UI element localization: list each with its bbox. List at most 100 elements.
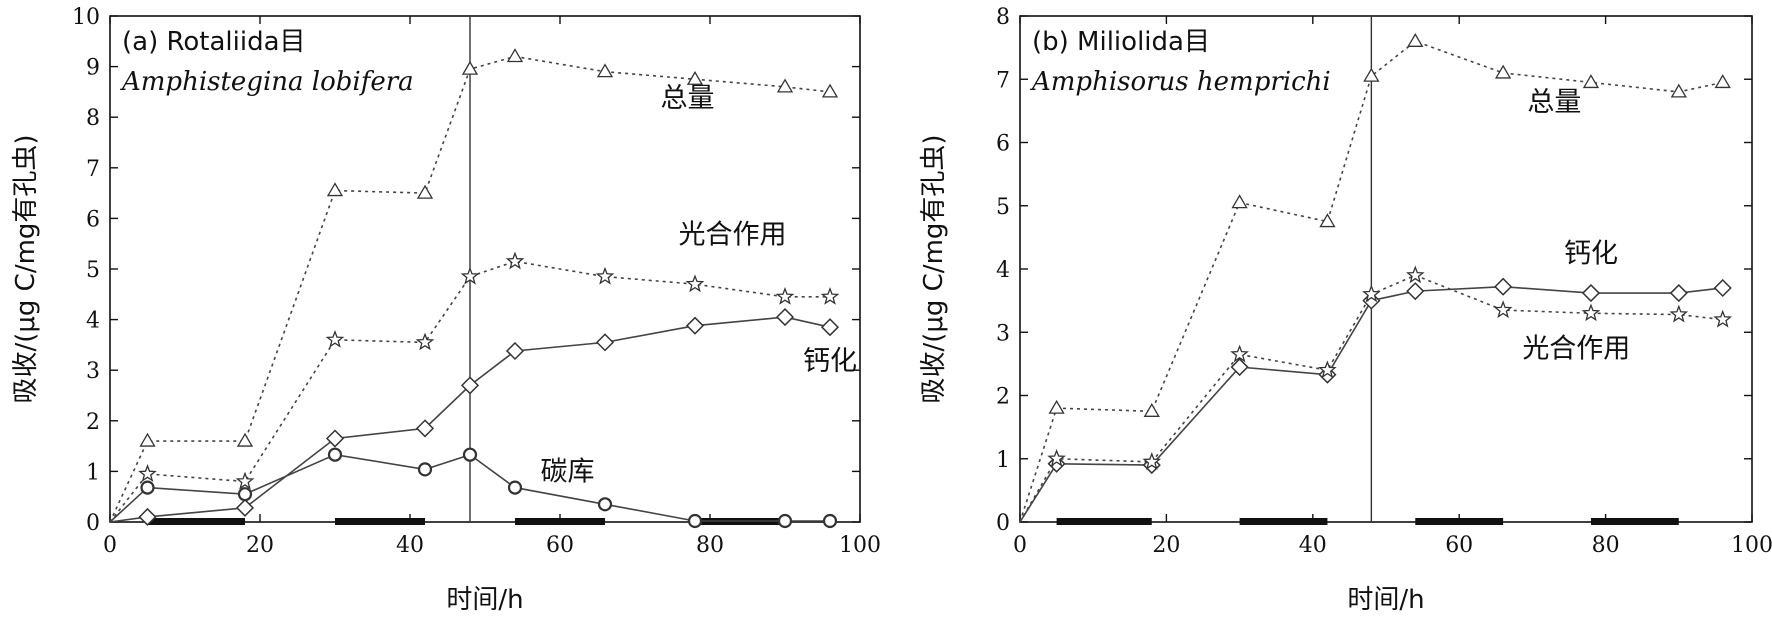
data-point bbox=[327, 447, 343, 462]
dark-period-bar bbox=[515, 518, 605, 525]
x-axis-label: 时间/h bbox=[1347, 585, 1424, 615]
y-axis-label: 吸收/(μg C/mg有孔虫) bbox=[919, 134, 949, 403]
series-label: 碳库 bbox=[541, 457, 595, 488]
dark-period-bar bbox=[335, 518, 425, 525]
data-point bbox=[1362, 284, 1381, 303]
y-tick-label: 1 bbox=[86, 460, 100, 485]
data-point bbox=[775, 286, 795, 305]
data-point bbox=[1581, 303, 1601, 322]
data-point bbox=[1047, 448, 1066, 467]
data-point bbox=[1714, 74, 1731, 89]
data-point bbox=[237, 487, 253, 502]
series-0: 总量 bbox=[109, 48, 839, 523]
data-point bbox=[596, 63, 614, 78]
species-label: Amphisorus hemprichi bbox=[1030, 67, 1331, 97]
data-point bbox=[1494, 277, 1513, 296]
series-label: 总量 bbox=[1527, 87, 1581, 118]
data-point bbox=[236, 432, 254, 447]
data-point bbox=[138, 464, 157, 482]
data-point bbox=[235, 498, 255, 517]
x-tick-label: 20 bbox=[1152, 533, 1180, 558]
y-tick-label: 1 bbox=[996, 448, 1010, 473]
x-tick-label: 0 bbox=[103, 533, 117, 558]
y-tick-label: 4 bbox=[996, 258, 1010, 283]
x-tick-label: 60 bbox=[546, 533, 574, 558]
series-label: 总量 bbox=[661, 83, 715, 114]
x-tick-label: 100 bbox=[1731, 533, 1772, 558]
data-point bbox=[597, 497, 613, 512]
data-point bbox=[1048, 399, 1065, 414]
y-tick-label: 3 bbox=[86, 359, 100, 384]
x-axis-label: 时间/h bbox=[446, 585, 523, 615]
data-point bbox=[1143, 403, 1160, 417]
data-point bbox=[820, 286, 840, 305]
series-label: 钙化 bbox=[803, 346, 857, 377]
data-point bbox=[1582, 74, 1600, 89]
data-point bbox=[507, 480, 523, 495]
y-tick-label: 2 bbox=[996, 385, 1010, 410]
data-point bbox=[595, 266, 615, 285]
data-point bbox=[462, 447, 478, 462]
data-point bbox=[506, 48, 524, 63]
data-point bbox=[235, 471, 255, 490]
y-tick-label: 5 bbox=[996, 195, 1010, 220]
y-tick-label: 5 bbox=[86, 258, 100, 283]
series-0: 总量 bbox=[1019, 33, 1731, 523]
dark-period-bar bbox=[1239, 518, 1328, 525]
series-line bbox=[109, 260, 830, 523]
data-point bbox=[1493, 300, 1513, 319]
data-point bbox=[140, 480, 155, 495]
x-tick-label: 80 bbox=[696, 533, 724, 558]
x-tick-label: 40 bbox=[1299, 533, 1327, 558]
x-tick-label: 40 bbox=[396, 533, 424, 558]
y-tick-label: 8 bbox=[86, 106, 100, 131]
data-point bbox=[685, 316, 705, 335]
data-point bbox=[1230, 344, 1249, 363]
data-point bbox=[460, 376, 480, 395]
data-point bbox=[685, 274, 705, 293]
y-axis-label: 吸收/(μg C/mg有孔虫) bbox=[11, 134, 41, 403]
data-point bbox=[325, 329, 345, 348]
data-point bbox=[1669, 283, 1688, 303]
data-point bbox=[415, 332, 435, 351]
data-point bbox=[326, 182, 344, 197]
data-point bbox=[1319, 213, 1336, 228]
x-tick-label: 80 bbox=[1592, 533, 1620, 558]
panel-label: (a) Rotaliida目 bbox=[122, 27, 306, 57]
data-point bbox=[822, 513, 838, 529]
y-tick-label: 7 bbox=[86, 157, 100, 182]
data-point bbox=[1406, 282, 1425, 301]
series-line bbox=[1019, 40, 1723, 523]
y-tick-label: 4 bbox=[86, 309, 100, 334]
dark-period-bar bbox=[1590, 518, 1679, 525]
x-tick-label: 60 bbox=[1445, 533, 1473, 558]
dark-period-bar bbox=[1056, 518, 1152, 525]
data-point bbox=[1230, 357, 1249, 377]
data-point bbox=[821, 83, 839, 98]
series-label: 光合作用 bbox=[679, 220, 787, 251]
y-tick-label: 8 bbox=[996, 5, 1010, 30]
data-point bbox=[505, 251, 525, 270]
series-label: 光合作用 bbox=[1522, 334, 1630, 365]
y-tick-label: 10 bbox=[72, 5, 100, 30]
dark-period-bar bbox=[147, 518, 245, 525]
data-point bbox=[415, 419, 435, 438]
x-tick-label: 0 bbox=[1013, 533, 1027, 558]
data-point bbox=[775, 308, 795, 327]
data-point bbox=[505, 341, 525, 361]
data-point bbox=[1669, 304, 1689, 323]
series-1: 光合作用 bbox=[109, 220, 840, 523]
data-point bbox=[325, 429, 345, 448]
data-point bbox=[417, 462, 433, 477]
data-point bbox=[1670, 83, 1687, 98]
y-tick-label: 3 bbox=[996, 321, 1010, 346]
series-1: 钙化 bbox=[1019, 239, 1732, 523]
series-2: 钙化 bbox=[109, 308, 857, 527]
dark-period-bar bbox=[1415, 518, 1504, 525]
chart-panel-0: 0 20 40 60 80 100 0 1 2 3 4 5 6 7 8 9 10 时间/h 吸收/(μg C/mg有… bbox=[11, 5, 881, 615]
data-point bbox=[138, 507, 157, 527]
data-point bbox=[1713, 278, 1732, 298]
y-tick-label: 6 bbox=[86, 207, 100, 232]
series-2: 光合作用 bbox=[1019, 265, 1732, 523]
chart-panel-1: 0 20 40 60 80 100 0 1 2 3 4 5 6 7 8 时间/h 吸收/(μg C/mg有孔虫)… bbox=[919, 5, 1772, 615]
